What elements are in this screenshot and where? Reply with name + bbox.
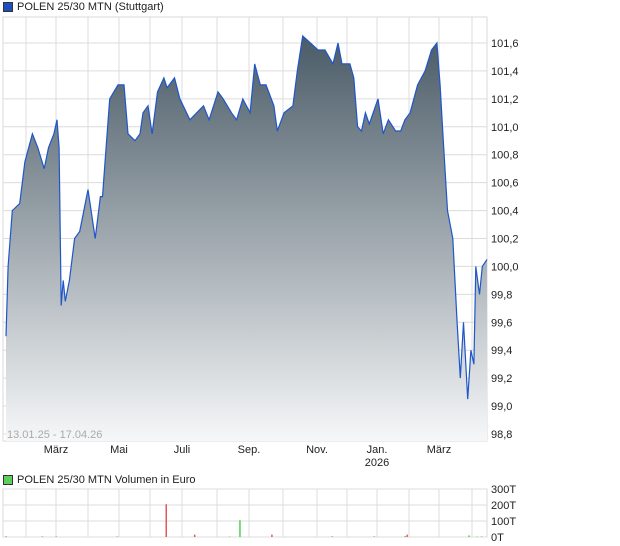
volume-legend: POLEN 25/30 MTN Volumen in Euro (3, 474, 196, 486)
y-tick-label: 99,2 (491, 373, 512, 385)
y-tick-label: 100,0 (491, 261, 519, 273)
volume-bar (116, 536, 118, 537)
volume-bar (406, 534, 408, 537)
date-range-label: 13.01.25 - 17.04.26 (7, 429, 102, 441)
x-tick-label: Nov. (306, 444, 328, 456)
x-tick-label: März (44, 444, 68, 456)
volume-bar (331, 536, 333, 537)
price-line (5, 34, 488, 400)
volume-y-tick-label: 100T (491, 516, 516, 528)
y-tick-label: 99,4 (491, 345, 512, 357)
price-legend-label: POLEN 25/30 MTN (Stuttgart) (17, 1, 164, 13)
y-tick-label: 98,8 (491, 429, 512, 441)
y-tick-label: 101,6 (491, 38, 519, 50)
volume-bar (41, 536, 44, 537)
y-tick-label: 99,6 (491, 317, 512, 329)
price-legend: POLEN 25/30 MTN (Stuttgart) (3, 1, 164, 13)
y-tick-label: 101,0 (491, 122, 519, 134)
volume-bar (404, 536, 406, 537)
y-tick-label: 101,2 (491, 94, 519, 106)
x-tick-label: Juli (174, 444, 191, 456)
volume-y-tick-label: 300T (491, 484, 516, 496)
x-tick-label: Jan. (367, 444, 388, 456)
y-tick-label: 100,4 (491, 206, 519, 218)
volume-y-tick-label: 0T (491, 532, 504, 544)
volume-bar (271, 534, 273, 537)
y-tick-label: 99,0 (491, 401, 512, 413)
y-tick-label: 100,2 (491, 234, 519, 246)
y-tick-label: 100,6 (491, 178, 519, 190)
volume-legend-swatch (3, 475, 13, 485)
x-tick-label: Sep. (238, 444, 261, 456)
x-tick-label: März (427, 444, 451, 456)
y-tick-label: 100,8 (491, 150, 519, 162)
y-tick-label: 99,8 (491, 289, 512, 301)
volume-bar (468, 535, 470, 537)
volume-bar (5, 536, 7, 537)
price-area (6, 36, 487, 441)
volume-bar (165, 504, 167, 537)
x-tick-year: 2026 (365, 457, 389, 469)
volume-plot-frame (2, 488, 488, 538)
y-tick-label: 101,4 (491, 66, 519, 78)
volume-bar (239, 520, 241, 537)
x-tick-label: Mai (110, 444, 128, 456)
price-legend-swatch (3, 2, 13, 12)
volume-y-tick-label: 200T (491, 500, 516, 512)
volume-bar (373, 536, 376, 537)
volume-legend-label: POLEN 25/30 MTN Volumen in Euro (17, 474, 196, 486)
volume-bar (193, 534, 196, 537)
